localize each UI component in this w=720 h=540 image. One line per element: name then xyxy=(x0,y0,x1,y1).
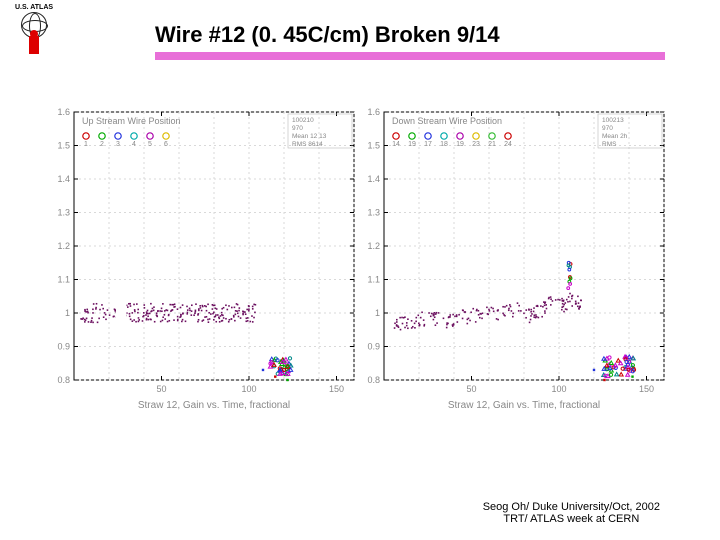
svg-text:0.8: 0.8 xyxy=(57,375,70,385)
svg-text:1.4: 1.4 xyxy=(367,174,380,184)
plot-area: 0.80.911.11.21.31.41.51.650100150Up Stre… xyxy=(56,104,674,428)
svg-text:4: 4 xyxy=(132,141,136,148)
gain-vs-time-plots: 0.80.911.11.21.31.41.51.650100150Up Stre… xyxy=(56,104,674,428)
svg-text:Mean 12 13: Mean 12 13 xyxy=(292,133,327,140)
svg-text:1: 1 xyxy=(84,141,88,148)
svg-text:1: 1 xyxy=(65,308,70,318)
svg-text:100: 100 xyxy=(551,384,566,394)
svg-text:1.5: 1.5 xyxy=(367,141,380,151)
svg-text:5: 5 xyxy=(148,141,152,148)
svg-text:1.2: 1.2 xyxy=(367,241,380,251)
svg-text:0.9: 0.9 xyxy=(367,342,380,352)
svg-text:3: 3 xyxy=(116,141,120,148)
svg-text:23: 23 xyxy=(472,141,480,148)
title-underline xyxy=(155,52,665,60)
svg-text:2: 2 xyxy=(100,141,104,148)
svg-text:RMS 8614: RMS 8614 xyxy=(292,141,323,148)
svg-text:14: 14 xyxy=(392,141,400,148)
svg-text:970: 970 xyxy=(602,125,613,132)
svg-text:100210: 100210 xyxy=(292,117,314,124)
svg-text:1.1: 1.1 xyxy=(57,275,70,285)
svg-text:17: 17 xyxy=(424,141,432,148)
atlas-figure-icon xyxy=(29,36,39,54)
atlas-logo: U.S. ATLAS xyxy=(8,4,60,56)
svg-text:1: 1 xyxy=(375,308,380,318)
svg-text:1.4: 1.4 xyxy=(57,174,70,184)
svg-text:1.3: 1.3 xyxy=(57,208,70,218)
svg-text:100213: 100213 xyxy=(602,117,624,124)
svg-text:100: 100 xyxy=(241,384,256,394)
svg-text:6: 6 xyxy=(164,141,168,148)
svg-text:970: 970 xyxy=(292,125,303,132)
footer-line-1: Seog Oh/ Duke University/Oct, 2002 xyxy=(483,501,660,514)
svg-text:150: 150 xyxy=(639,384,654,394)
svg-text:50: 50 xyxy=(156,384,166,394)
svg-text:Up Stream Wire Position: Up Stream Wire Position xyxy=(82,116,181,126)
svg-text:RMS: RMS xyxy=(602,141,617,148)
svg-text:Mean 2h: Mean 2h xyxy=(602,133,628,140)
svg-text:1.2: 1.2 xyxy=(57,241,70,251)
slide-title: Wire #12 (0. 45C/cm) Broken 9/14 xyxy=(155,22,500,48)
svg-text:19: 19 xyxy=(408,141,416,148)
svg-text:1.1: 1.1 xyxy=(367,275,380,285)
svg-text:21: 21 xyxy=(488,141,496,148)
svg-text:Straw 12, Gain vs. Time, fract: Straw 12, Gain vs. Time, fractional xyxy=(448,400,600,411)
svg-text:1.5: 1.5 xyxy=(57,141,70,151)
svg-text:50: 50 xyxy=(466,384,476,394)
svg-text:18: 18 xyxy=(440,141,448,148)
svg-text:1.6: 1.6 xyxy=(367,107,380,117)
svg-text:Straw 12, Gain vs. Time, fract: Straw 12, Gain vs. Time, fractional xyxy=(138,400,290,411)
svg-text:24: 24 xyxy=(504,141,512,148)
svg-text:0.9: 0.9 xyxy=(57,342,70,352)
svg-text:19: 19 xyxy=(456,141,464,148)
svg-text:1.3: 1.3 xyxy=(367,208,380,218)
svg-text:Down Stream Wire Position: Down Stream Wire Position xyxy=(392,116,502,126)
logo-label: U.S. ATLAS xyxy=(8,4,60,11)
footer-line-2: TRT/ ATLAS week at CERN xyxy=(483,513,660,526)
svg-text:150: 150 xyxy=(329,384,344,394)
slide-footer: Seog Oh/ Duke University/Oct, 2002 TRT/ … xyxy=(483,501,660,526)
svg-text:1.6: 1.6 xyxy=(57,107,70,117)
svg-text:0.8: 0.8 xyxy=(367,375,380,385)
